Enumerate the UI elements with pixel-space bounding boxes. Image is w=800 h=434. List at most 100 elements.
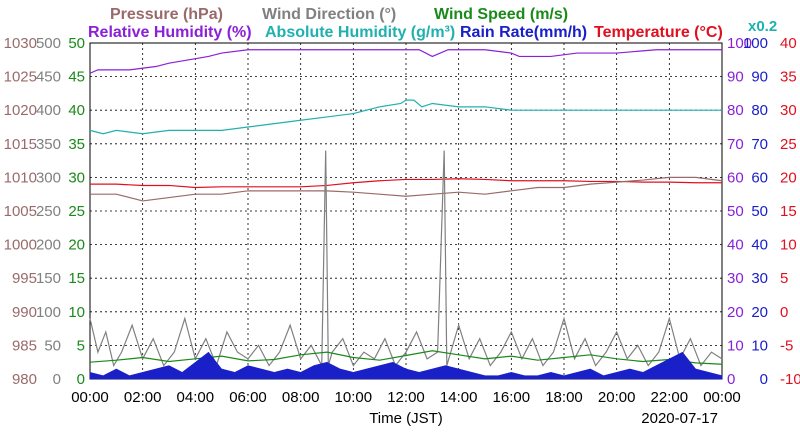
y-tick-label-temperature: 25 <box>780 136 797 153</box>
legend-rain-rate: Rain Rate(mm/h) <box>460 24 587 41</box>
x-tick-label: 12:00 <box>387 389 425 406</box>
x-tick-label: 04:00 <box>177 389 215 406</box>
axis-labels: 00:00 02:00 04:00 06:00 08:00 10:00 12:00 14:00… <box>4 35 800 406</box>
x-tick-label: 14:00 <box>440 389 478 406</box>
y-tick-label-wind-direction: 300 <box>36 169 61 186</box>
series-layer <box>89 49 723 380</box>
y-tick-label-rain-rate: 40 <box>751 237 768 254</box>
series-pressure-hpa <box>90 176 723 202</box>
series-wind-direction <box>89 150 723 368</box>
y-tick-label-wind-direction: 500 <box>36 35 61 52</box>
y-tick-label-wind-speed: 35 <box>68 136 85 153</box>
y-tick-label-wind-speed: 20 <box>68 237 85 254</box>
y-tick-label-humidity: 50 <box>727 203 744 220</box>
x-axis-label: Time (JST) <box>369 410 443 427</box>
y-tick-label-pressure: 990 <box>12 304 37 321</box>
x-tick-label: 10:00 <box>335 389 373 406</box>
y-tick-label-wind-speed: 25 <box>68 203 85 220</box>
grid <box>90 43 722 379</box>
y-tick-label-rain-rate: 80 <box>751 102 768 119</box>
y-tick-label-humidity: 0 <box>727 371 735 388</box>
series-wind-speed-m-s <box>89 350 723 365</box>
y-tick-label-humidity: 10 <box>727 337 744 354</box>
y-tick-label-wind-direction: 350 <box>36 136 61 153</box>
legend-absolute-humidity: Absolute Humidity (g/m³) <box>265 24 455 41</box>
y-tick-label-pressure: 1020 <box>4 102 37 119</box>
legend-wind-direction: Wind Direction (°) <box>262 6 396 23</box>
y-tick-label-wind-speed: 40 <box>68 102 85 119</box>
y-tick-label-temperature: 30 <box>780 102 797 119</box>
y-tick-label-wind-speed: 0 <box>77 371 85 388</box>
y-tick-label-rain-rate: 70 <box>751 136 768 153</box>
series-rain-rate-mm-h <box>89 351 723 380</box>
scale-note: x0.2 <box>748 18 777 35</box>
y-tick-label-wind-direction: 450 <box>36 69 61 86</box>
y-tick-label-humidity: 20 <box>727 304 744 321</box>
y-tick-label-temperature: 10 <box>780 237 797 254</box>
x-tick-label: 08:00 <box>282 389 320 406</box>
y-tick-label-temperature: -10 <box>780 371 800 388</box>
y-tick-label-wind-direction: 100 <box>36 304 61 321</box>
y-tick-label-wind-direction: 50 <box>44 337 61 354</box>
x-tick-label: 16:00 <box>493 389 531 406</box>
y-tick-label-pressure: 980 <box>12 371 37 388</box>
x-tick-label: 00:00 <box>703 389 741 406</box>
y-tick-label-humidity: 100 <box>727 35 752 52</box>
series-temperature-c <box>90 178 722 189</box>
y-tick-label-wind-speed: 5 <box>77 337 85 354</box>
y-tick-label-rain-rate: 20 <box>751 304 768 321</box>
y-tick-label-wind-direction: 150 <box>36 270 61 287</box>
legend-temperature: Temperature (°C) <box>594 24 723 41</box>
y-tick-label-wind-direction: 0 <box>53 371 61 388</box>
series-relative-humidity <box>89 49 722 74</box>
y-tick-label-temperature: 40 <box>780 35 797 52</box>
legend-relative-humidity: Relative Humidity (%) <box>88 24 252 41</box>
date-label: 2020-07-17 <box>641 410 718 427</box>
y-tick-label-pressure: 1015 <box>4 136 37 153</box>
y-tick-label-wind-speed: 10 <box>68 304 85 321</box>
y-tick-label-humidity: 90 <box>727 69 744 86</box>
x-tick-label: 22:00 <box>651 389 689 406</box>
y-tick-label-rain-rate: 60 <box>751 169 768 186</box>
y-tick-label-rain-rate: 30 <box>751 270 768 287</box>
y-tick-label-wind-speed: 50 <box>68 35 85 52</box>
y-tick-label-rain-rate: 90 <box>751 69 768 86</box>
y-tick-label-temperature: -5 <box>780 337 793 354</box>
y-tick-label-temperature: 0 <box>780 304 788 321</box>
y-tick-label-pressure: 1000 <box>4 237 37 254</box>
y-tick-label-wind-direction: 200 <box>36 237 61 254</box>
y-tick-label-pressure: 995 <box>12 270 37 287</box>
y-tick-label-humidity: 80 <box>727 102 744 119</box>
x-tick-label: 00:00 <box>71 389 109 406</box>
y-tick-label-temperature: 5 <box>780 270 788 287</box>
y-tick-label-pressure: 1005 <box>4 203 37 220</box>
y-tick-label-humidity: 70 <box>727 136 744 153</box>
legend-pressure: Pressure (hPa) <box>110 6 223 23</box>
series-absolute-humidity-g-m <box>89 99 722 135</box>
y-tick-label-rain-rate: 100 <box>743 35 768 52</box>
y-tick-label-rain-rate: 10 <box>751 337 768 354</box>
y-tick-label-wind-speed: 45 <box>68 69 85 86</box>
y-tick-label-wind-direction: 250 <box>36 203 61 220</box>
y-tick-label-temperature: 15 <box>780 203 797 220</box>
legend-wind-speed: Wind Speed (m/s) <box>434 6 568 23</box>
x-tick-label: 20:00 <box>598 389 636 406</box>
y-tick-label-pressure: 985 <box>12 337 37 354</box>
y-tick-label-temperature: 35 <box>780 69 797 86</box>
y-tick-label-rain-rate: 0 <box>760 371 768 388</box>
y-tick-label-humidity: 40 <box>727 237 744 254</box>
x-tick-label: 18:00 <box>545 389 583 406</box>
y-tick-label-humidity: 60 <box>727 169 744 186</box>
y-tick-label-wind-direction: 400 <box>36 102 61 119</box>
y-tick-label-wind-speed: 15 <box>68 270 85 287</box>
y-tick-label-pressure: 1025 <box>4 69 37 86</box>
y-tick-label-rain-rate: 50 <box>751 203 768 220</box>
y-tick-label-humidity: 30 <box>727 270 744 287</box>
y-tick-label-pressure: 1030 <box>4 35 37 52</box>
y-tick-label-temperature: 20 <box>780 169 797 186</box>
x-tick-label: 02:00 <box>124 389 162 406</box>
y-tick-label-pressure: 1010 <box>4 169 37 186</box>
y-tick-label-wind-speed: 30 <box>68 169 85 186</box>
x-tick-label: 06:00 <box>229 389 267 406</box>
